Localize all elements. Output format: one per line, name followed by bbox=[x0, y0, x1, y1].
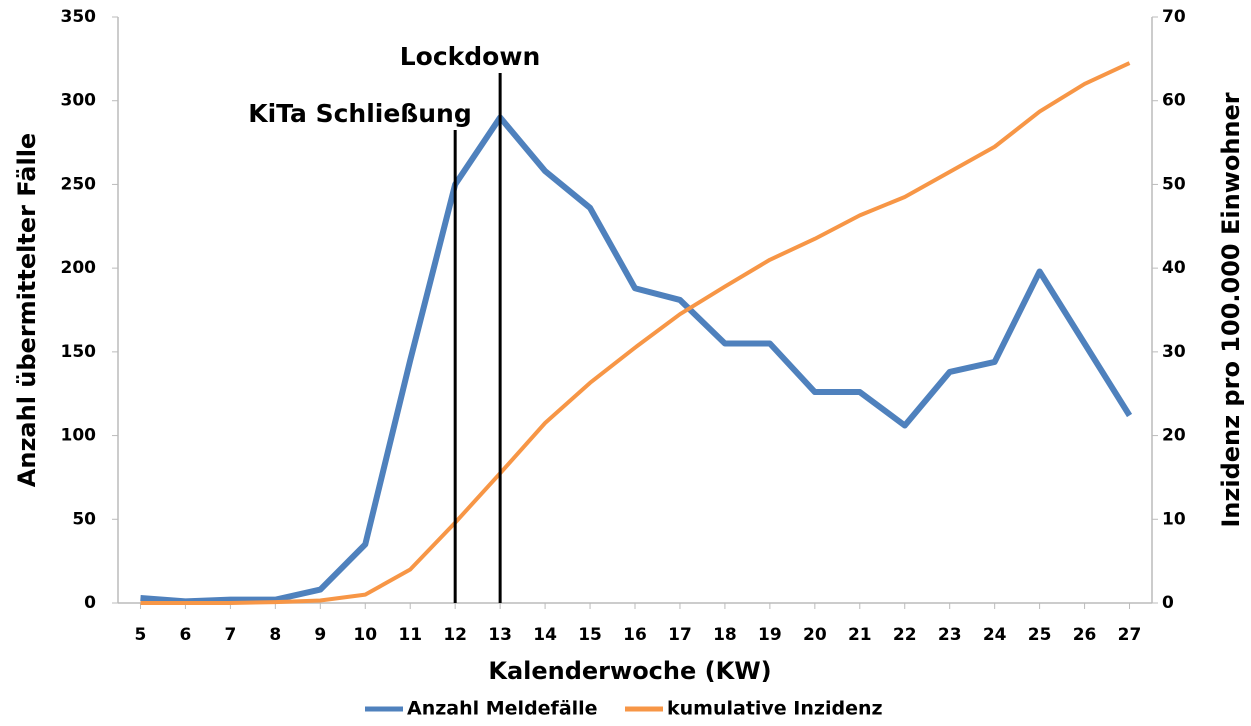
x-tick-label: 23 bbox=[938, 625, 962, 645]
x-tick-label: 18 bbox=[713, 625, 737, 645]
y-tick-label: 350 bbox=[61, 7, 97, 27]
y2-tick-label: 60 bbox=[1162, 91, 1186, 111]
legend-label: kumulative Inzidenz bbox=[667, 698, 883, 720]
x-tick-label: 5 bbox=[135, 625, 147, 645]
x-tick-label: 12 bbox=[443, 625, 467, 645]
x-tick-label: 10 bbox=[353, 625, 377, 645]
y-tick-label: 200 bbox=[61, 258, 97, 278]
x-tick-label: 25 bbox=[1028, 625, 1052, 645]
series-line bbox=[140, 61, 1131, 605]
x-tick-label: 15 bbox=[578, 625, 602, 645]
y-axis-label: Anzahl übermittelter Fälle bbox=[13, 133, 41, 487]
y2-tick-label: 50 bbox=[1162, 174, 1186, 194]
y2-tick-label: 0 bbox=[1162, 593, 1174, 613]
y2-tick-label: 30 bbox=[1162, 342, 1186, 362]
y2-axis-label: Inzidenz pro 100.000 Einwohner bbox=[1217, 92, 1245, 527]
x-tick-label: 19 bbox=[758, 625, 782, 645]
x-axis-label: Kalenderwoche (KW) bbox=[488, 657, 771, 685]
y-tick-label: 100 bbox=[61, 426, 97, 446]
annotation: Lockdown bbox=[400, 42, 541, 71]
x-tick-label: 13 bbox=[488, 625, 512, 645]
series-line bbox=[140, 114, 1133, 605]
x-tick-label: 11 bbox=[398, 625, 422, 645]
x-tick-label: 9 bbox=[314, 625, 326, 645]
y2-tick-label: 20 bbox=[1162, 426, 1186, 446]
x-tick-label: 14 bbox=[533, 625, 557, 645]
x-tick-label: 26 bbox=[1073, 625, 1097, 645]
x-tick-label: 27 bbox=[1118, 625, 1142, 645]
x-tick-label: 17 bbox=[668, 625, 692, 645]
x-tick-label: 16 bbox=[623, 625, 647, 645]
annotation: KiTa Schließung bbox=[248, 99, 472, 128]
y-tick-label: 300 bbox=[61, 91, 97, 111]
x-tick-label: 21 bbox=[848, 625, 872, 645]
x-tick-label: 6 bbox=[180, 625, 192, 645]
legend-label: Anzahl Meldefälle bbox=[407, 698, 598, 720]
x-tick-label: 8 bbox=[269, 625, 281, 645]
x-tick-label: 7 bbox=[224, 625, 236, 645]
y-tick-label: 50 bbox=[72, 509, 96, 529]
x-tick-label: 22 bbox=[893, 625, 917, 645]
y-tick-label: 150 bbox=[61, 342, 97, 362]
y2-tick-label: 10 bbox=[1162, 509, 1186, 529]
y2-tick-label: 40 bbox=[1162, 258, 1186, 278]
y2-tick-label: 70 bbox=[1162, 7, 1186, 27]
y-tick-label: 0 bbox=[84, 593, 96, 613]
x-tick-label: 20 bbox=[803, 625, 827, 645]
x-tick-label: 24 bbox=[983, 625, 1007, 645]
y-tick-label: 250 bbox=[61, 174, 97, 194]
